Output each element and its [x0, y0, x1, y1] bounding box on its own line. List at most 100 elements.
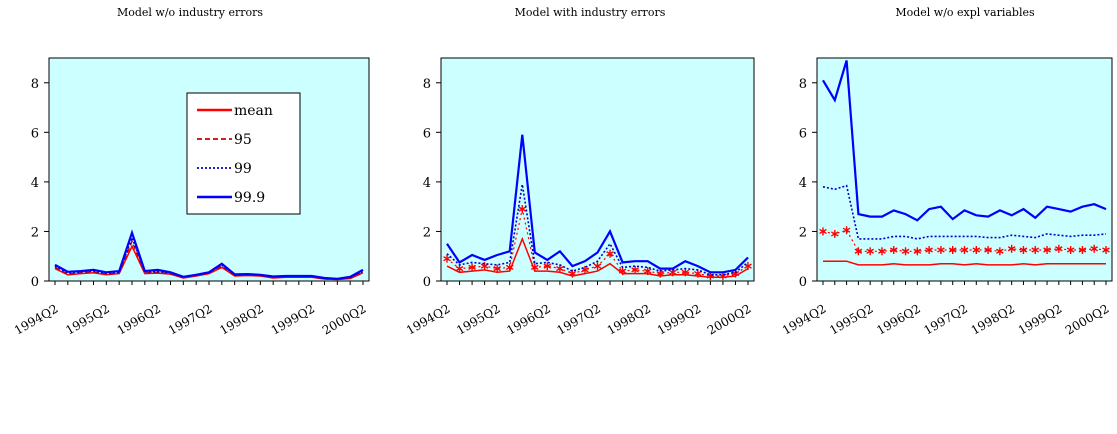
- data-point-star: [854, 247, 863, 256]
- series-line-99: [822, 184, 1107, 240]
- legend-box: [186, 92, 301, 215]
- x-tick-label: 1998Q2: [969, 301, 1018, 337]
- series-line-mean: [823, 260, 1106, 266]
- x-tick-label: 1997Q2: [166, 301, 215, 337]
- data-point-star: [568, 269, 577, 278]
- x-tick-label: 2000Q2: [705, 301, 754, 337]
- legend-item: 99: [197, 161, 252, 177]
- data-point-star: [842, 226, 851, 235]
- data-point-star: [1043, 246, 1051, 255]
- data-point-star: [889, 246, 898, 255]
- chart-title: Model with industry errors: [515, 6, 666, 19]
- y-tick-label: 0: [423, 275, 431, 290]
- data-point-star: [878, 247, 886, 256]
- y-tick-label: 8: [799, 77, 807, 92]
- data-point-star: [493, 264, 501, 273]
- x-tick-label: 1996Q2: [874, 301, 923, 337]
- plot-area: [816, 57, 1113, 282]
- data-point-star: [925, 246, 933, 255]
- plot-area: [440, 57, 755, 282]
- series-line-99-9: [54, 229, 364, 280]
- y-tick-label: 2: [423, 225, 431, 240]
- chart-panel-1: Model w/o industry errors 0 2 4 6 8 1994Q2 1995…: [12, 6, 370, 338]
- data-point-star: [1102, 246, 1110, 255]
- data-point-star: [948, 246, 957, 255]
- chart-panel-3: Model w/o expl variables 0 2 4 6 8 1994Q21995Q…: [780, 6, 1113, 338]
- x-tick-label: 1995Q2: [454, 301, 503, 337]
- series-line-99-9: [446, 134, 749, 274]
- data-point-star: [593, 262, 602, 271]
- x-tick-label: 1999Q2: [1016, 301, 1065, 337]
- x-tick-label: 1994Q2: [404, 301, 453, 337]
- data-point-star: [1007, 244, 1016, 253]
- data-point-star: [681, 268, 690, 277]
- x-tick-label: 1995Q2: [827, 301, 876, 337]
- data-point-star: [996, 247, 1004, 256]
- legend-label: mean: [234, 103, 273, 119]
- data-point-star: [643, 267, 652, 276]
- data-point-star: [1031, 246, 1040, 255]
- y-tick-label: 4: [799, 176, 807, 191]
- y-tick-label: 8: [423, 77, 431, 92]
- legend-label: 99.9: [234, 190, 265, 206]
- x-tick-label: 1999Q2: [269, 301, 318, 337]
- data-point-star: [937, 246, 945, 255]
- x-tick-label: 2000Q2: [320, 301, 369, 337]
- data-point-star: [455, 264, 464, 273]
- data-point-star: [530, 263, 539, 272]
- data-point-star: [830, 229, 839, 238]
- data-point-star: [518, 205, 527, 214]
- x-tick-label: 1999Q2: [655, 301, 704, 337]
- legend-item: 95: [197, 132, 252, 148]
- x-tick-label: 1995Q2: [63, 301, 112, 337]
- y-tick-label: 6: [31, 126, 39, 141]
- data-point-star: [631, 265, 639, 274]
- legend-label: 95: [234, 132, 252, 148]
- data-point-star: [606, 249, 614, 258]
- y-tick-label: 2: [799, 225, 807, 240]
- data-point-star: [656, 269, 665, 278]
- legend-item: mean: [197, 103, 273, 119]
- legend-label: 99: [234, 161, 252, 177]
- y-tick-label: 4: [423, 176, 431, 191]
- data-point-star: [972, 246, 981, 255]
- data-point-star: [505, 263, 514, 272]
- y-tick-label: 6: [799, 126, 807, 141]
- data-point-star: [866, 247, 874, 256]
- x-tick-label: 1996Q2: [115, 301, 164, 337]
- data-point-star: [443, 254, 451, 263]
- y-tick-label: 0: [31, 275, 39, 290]
- chart-title: Model w/o expl variables: [895, 6, 1035, 19]
- data-point-star: [1019, 246, 1028, 255]
- data-point-star: [468, 263, 476, 272]
- data-point-star: [1078, 246, 1087, 255]
- x-tick-label: 2000Q2: [1063, 301, 1112, 337]
- y-tick-label: 6: [423, 126, 431, 141]
- data-point-star: [1066, 246, 1075, 255]
- series-line-99-9: [822, 60, 1107, 222]
- data-point-star: [1055, 244, 1063, 253]
- x-tick-label: 1997Q2: [554, 301, 603, 337]
- data-point-star: [543, 262, 552, 271]
- x-tick-label: 1994Q2: [780, 301, 829, 337]
- legend: mean 95 99 99.9: [186, 92, 301, 215]
- data-point-star: [913, 247, 922, 256]
- series-line-99: [446, 184, 749, 276]
- data-point-star: [480, 262, 489, 271]
- x-tick-label: 1998Q2: [217, 301, 266, 337]
- x-tick-label: 1994Q2: [12, 301, 61, 337]
- data-point-star: [556, 264, 564, 273]
- data-point-star: [819, 227, 827, 236]
- legend-item: 99.9: [197, 190, 265, 206]
- data-point-star: [984, 246, 992, 255]
- x-tick-label: 1998Q2: [605, 301, 654, 337]
- data-point-star: [618, 267, 627, 276]
- x-tick-label: 1996Q2: [504, 301, 553, 337]
- chart-title: Model w/o industry errors: [117, 6, 263, 19]
- y-tick-label: 2: [31, 225, 39, 240]
- data-point-star: [960, 246, 969, 255]
- data-point-star: [901, 247, 910, 256]
